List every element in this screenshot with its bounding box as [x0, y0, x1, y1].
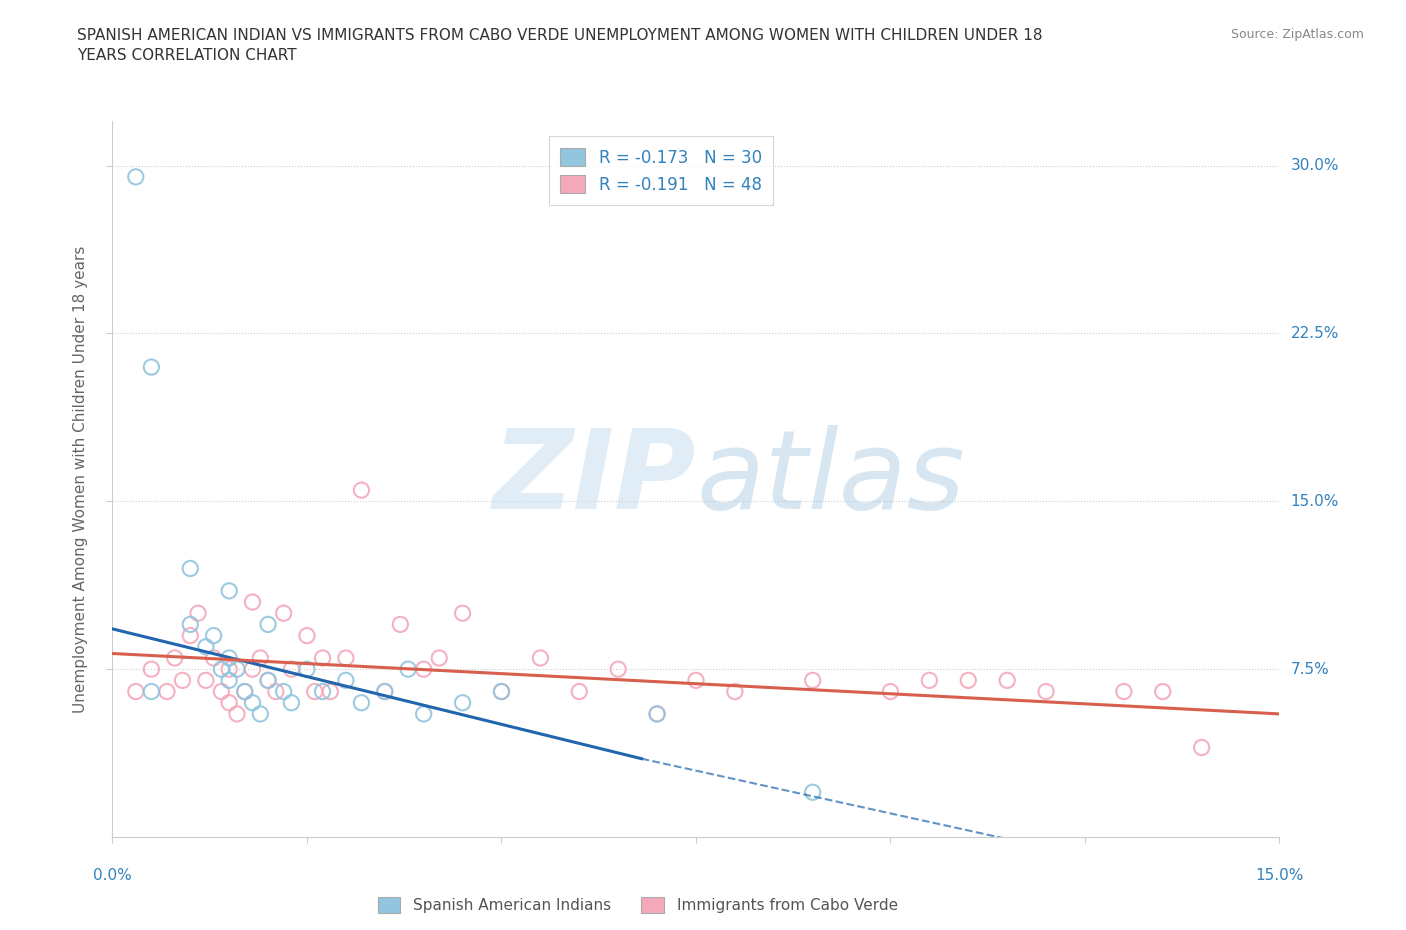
Point — [685, 673, 707, 688]
Point — [280, 662, 302, 677]
Point — [242, 696, 264, 711]
Text: 15.0%: 15.0% — [1291, 494, 1339, 509]
Point — [209, 684, 232, 699]
Point — [264, 684, 287, 699]
Text: SPANISH AMERICAN INDIAN VS IMMIGRANTS FROM CABO VERDE UNEMPLOYMENT AMONG WOMEN W: SPANISH AMERICAN INDIAN VS IMMIGRANTS FR… — [77, 28, 1043, 62]
Point — [233, 684, 256, 699]
Point — [1112, 684, 1135, 699]
Point — [311, 651, 333, 666]
Point — [335, 651, 357, 666]
Point — [607, 662, 630, 677]
Text: atlas: atlas — [696, 425, 965, 533]
Point — [295, 628, 318, 643]
Point — [273, 605, 295, 620]
Point — [389, 617, 412, 631]
Point — [491, 684, 513, 699]
Point — [125, 684, 148, 699]
Point — [249, 651, 271, 666]
Text: Source: ZipAtlas.com: Source: ZipAtlas.com — [1230, 28, 1364, 41]
Point — [257, 617, 280, 631]
Point — [226, 707, 249, 722]
Point — [645, 707, 668, 722]
Point — [529, 651, 551, 666]
Point — [179, 617, 201, 631]
Point — [141, 684, 163, 699]
Text: 15.0%: 15.0% — [1256, 868, 1303, 883]
Point — [374, 684, 396, 699]
Point — [156, 684, 179, 699]
Point — [141, 662, 163, 677]
Point — [202, 628, 225, 643]
Point — [451, 605, 474, 620]
Point — [179, 561, 201, 576]
Point — [163, 651, 186, 666]
Point — [273, 684, 295, 699]
Point — [1152, 684, 1174, 699]
Point — [957, 673, 980, 688]
Point — [202, 651, 225, 666]
Point — [491, 684, 513, 699]
Point — [879, 684, 901, 699]
Point — [280, 696, 302, 711]
Text: 30.0%: 30.0% — [1291, 158, 1339, 173]
Text: ZIP: ZIP — [492, 425, 696, 533]
Point — [801, 673, 824, 688]
Point — [194, 673, 217, 688]
Point — [350, 696, 373, 711]
Point — [335, 673, 357, 688]
Point — [295, 662, 318, 677]
Point — [125, 169, 148, 184]
Point — [412, 707, 434, 722]
Point — [724, 684, 747, 699]
Point — [242, 662, 264, 677]
Point — [918, 673, 941, 688]
Point — [209, 662, 232, 677]
Point — [412, 662, 434, 677]
Point — [1035, 684, 1057, 699]
Point — [1191, 740, 1213, 755]
Y-axis label: Unemployment Among Women with Children Under 18 years: Unemployment Among Women with Children U… — [73, 246, 89, 712]
Point — [995, 673, 1018, 688]
Point — [242, 594, 264, 609]
Point — [568, 684, 591, 699]
Text: 0.0%: 0.0% — [93, 868, 132, 883]
Point — [319, 684, 342, 699]
Point — [350, 483, 373, 498]
Point — [249, 707, 271, 722]
Point — [304, 684, 326, 699]
Point — [233, 684, 256, 699]
Legend: Spanish American Indians, Immigrants from Cabo Verde: Spanish American Indians, Immigrants fro… — [368, 887, 907, 923]
Point — [257, 673, 280, 688]
Point — [427, 651, 450, 666]
Text: 7.5%: 7.5% — [1291, 661, 1329, 677]
Point — [179, 628, 201, 643]
Point — [374, 684, 396, 699]
Point — [172, 673, 194, 688]
Point — [311, 684, 333, 699]
Point — [396, 662, 419, 677]
Point — [218, 662, 240, 677]
Point — [141, 360, 163, 375]
Point — [218, 673, 240, 688]
Text: 22.5%: 22.5% — [1291, 326, 1339, 341]
Point — [226, 662, 249, 677]
Point — [218, 696, 240, 711]
Point — [218, 583, 240, 598]
Point — [218, 651, 240, 666]
Point — [187, 605, 209, 620]
Point — [645, 707, 668, 722]
Point — [194, 639, 217, 654]
Point — [801, 785, 824, 800]
Point — [257, 673, 280, 688]
Point — [451, 696, 474, 711]
